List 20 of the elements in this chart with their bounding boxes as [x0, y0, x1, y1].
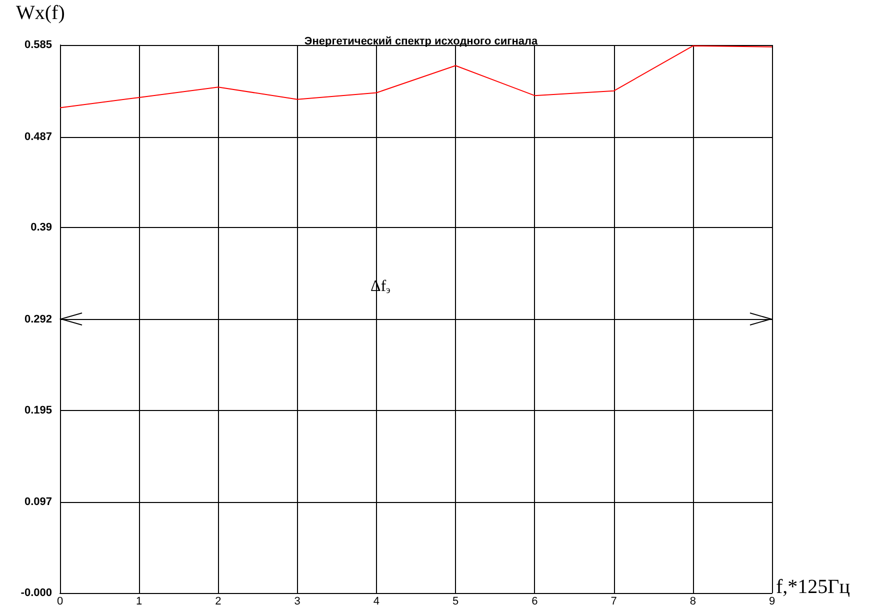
x-tick-label: 0 — [56, 596, 64, 608]
y-tick-label: 0.097 — [24, 496, 52, 508]
x-tick-label: 9 — [768, 596, 776, 608]
y-tick-label: 0.585 — [24, 39, 52, 51]
x-tick-label: 3 — [294, 596, 300, 608]
x-tick-label: 7 — [610, 596, 617, 608]
y-tick-label: -0.000 — [20, 587, 52, 599]
x-tick-label: 2 — [215, 596, 222, 608]
x-axis-title: f,*125Гц — [776, 576, 850, 598]
y-tick-label: 0.39 — [30, 222, 52, 234]
x-tick-label: 6 — [532, 596, 538, 608]
x-tick-label: 8 — [690, 596, 696, 608]
chart-title: Энергетический спектр исходного сигнала — [304, 36, 538, 48]
y-tick-label: 0.292 — [24, 313, 52, 326]
y-tick-label: 0.195 — [24, 404, 52, 416]
x-tick-label: 5 — [452, 596, 459, 608]
x-tick-label: 4 — [373, 596, 380, 608]
x-tick-label: 1 — [136, 596, 142, 608]
y-axis-title: Wx(f) — [16, 2, 65, 24]
y-tick-label: 0.487 — [24, 130, 52, 143]
